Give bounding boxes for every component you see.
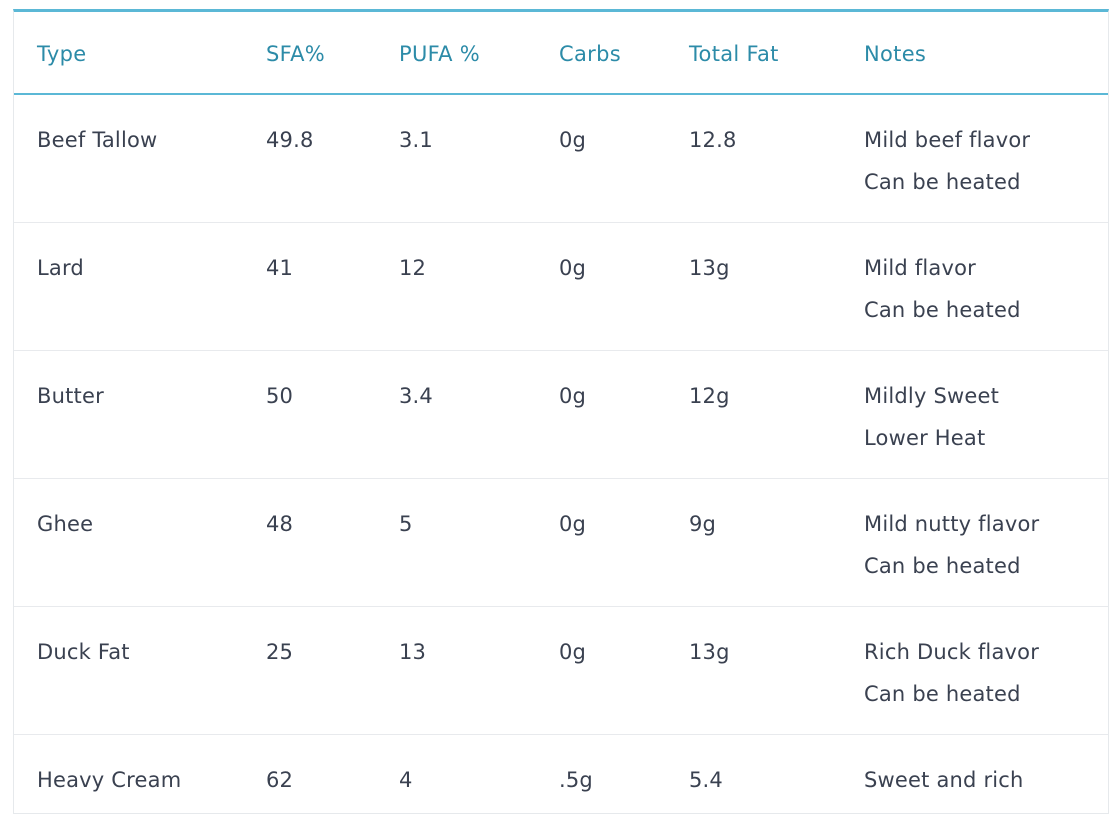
header-pufa: PUFA % bbox=[399, 12, 559, 95]
table-body: Beef Tallow 49.8 3.1 0g 12.8 Mild beef f… bbox=[14, 94, 1108, 814]
note-line: Lower Heat bbox=[864, 426, 986, 450]
cell-carbs: .5g bbox=[559, 768, 593, 792]
note-line: Mildly Sweet bbox=[864, 384, 1000, 408]
fat-comparison-table-container: Type SFA% PUFA % Carbs Total Fat Notes B… bbox=[13, 9, 1109, 814]
cell-sfa: 41 bbox=[266, 256, 294, 280]
header-total-fat: Total Fat bbox=[689, 12, 864, 95]
note-line: Can be heated bbox=[864, 298, 1021, 322]
cell-sfa: 48 bbox=[266, 512, 294, 536]
cell-notes: Mild nutty flavor Can be heated bbox=[864, 479, 1108, 587]
cell-type: Heavy Cream bbox=[37, 768, 182, 792]
table-row: Ghee 48 5 0g 9g Mild nutty flavor Can be… bbox=[14, 478, 1108, 607]
cell-pufa: 12 bbox=[399, 256, 427, 280]
cell-notes: Mild flavor Can be heated bbox=[864, 223, 1108, 331]
cell-total-fat: 13g bbox=[689, 256, 730, 280]
cell-type: Butter bbox=[37, 384, 104, 408]
cell-notes: Sweet and rich bbox=[864, 735, 1108, 801]
header-type: Type bbox=[14, 12, 266, 95]
cell-type: Duck Fat bbox=[37, 640, 130, 664]
cell-carbs: 0g bbox=[559, 512, 587, 536]
fat-comparison-table: Type SFA% PUFA % Carbs Total Fat Notes B… bbox=[14, 12, 1108, 814]
table-row: Lard 41 12 0g 13g Mild flavor Can be hea… bbox=[14, 222, 1108, 351]
cell-total-fat: 5.4 bbox=[689, 768, 723, 792]
cell-total-fat: 12g bbox=[689, 384, 730, 408]
cell-carbs: 0g bbox=[559, 128, 587, 152]
note-line: Mild nutty flavor bbox=[864, 512, 1040, 536]
cell-pufa: 5 bbox=[399, 512, 413, 536]
header-carbs: Carbs bbox=[559, 12, 689, 95]
header-row: Type SFA% PUFA % Carbs Total Fat Notes bbox=[14, 12, 1108, 95]
cell-total-fat: 12.8 bbox=[689, 128, 737, 152]
cell-carbs: 0g bbox=[559, 640, 587, 664]
table-row: Duck Fat 25 13 0g 13g Rich Duck flavor C… bbox=[14, 606, 1108, 735]
cell-sfa: 25 bbox=[266, 640, 294, 664]
cell-type: Lard bbox=[37, 256, 84, 280]
cell-notes: Rich Duck flavor Can be heated bbox=[864, 607, 1108, 715]
cell-pufa: 3.1 bbox=[399, 128, 433, 152]
table-row: Beef Tallow 49.8 3.1 0g 12.8 Mild beef f… bbox=[14, 94, 1108, 223]
table-row: Heavy Cream 62 4 .5g 5.4 Sweet and rich bbox=[14, 735, 1108, 815]
cell-notes: Mild beef flavor Can be heated bbox=[864, 95, 1108, 203]
header-notes: Notes bbox=[864, 12, 1108, 95]
note-line: Mild flavor bbox=[864, 256, 976, 280]
cell-pufa: 13 bbox=[399, 640, 427, 664]
cell-sfa: 49.8 bbox=[266, 128, 314, 152]
table-header: Type SFA% PUFA % Carbs Total Fat Notes bbox=[14, 12, 1108, 95]
cell-pufa: 3.4 bbox=[399, 384, 433, 408]
cell-pufa: 4 bbox=[399, 768, 413, 792]
cell-total-fat: 9g bbox=[689, 512, 717, 536]
note-line: Sweet and rich bbox=[864, 768, 1024, 792]
cell-sfa: 50 bbox=[266, 384, 294, 408]
note-line: Can be heated bbox=[864, 554, 1021, 578]
cell-type: Beef Tallow bbox=[37, 128, 158, 152]
note-line: Mild beef flavor bbox=[864, 128, 1031, 152]
cell-notes: Mildly Sweet Lower Heat bbox=[864, 351, 1108, 459]
cell-type: Ghee bbox=[37, 512, 94, 536]
table-row: Butter 50 3.4 0g 12g Mildly Sweet Lower … bbox=[14, 350, 1108, 479]
cell-carbs: 0g bbox=[559, 384, 587, 408]
note-line: Can be heated bbox=[864, 682, 1021, 706]
header-sfa: SFA% bbox=[266, 12, 399, 95]
cell-sfa: 62 bbox=[266, 768, 294, 792]
note-line: Rich Duck flavor bbox=[864, 640, 1040, 664]
cell-carbs: 0g bbox=[559, 256, 587, 280]
note-line: Can be heated bbox=[864, 170, 1021, 194]
cell-total-fat: 13g bbox=[689, 640, 730, 664]
